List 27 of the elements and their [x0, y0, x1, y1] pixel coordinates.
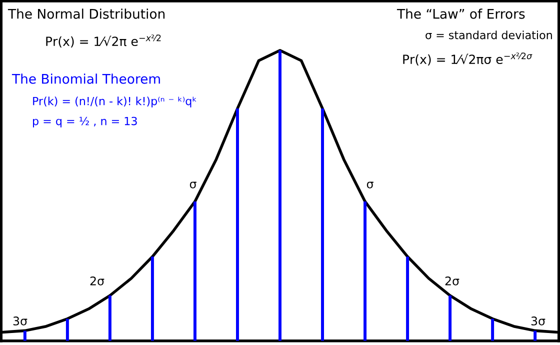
bar [448, 296, 452, 341]
bar [66, 318, 69, 341]
bar [278, 50, 282, 341]
annotation: 3σ [13, 316, 28, 326]
bar [321, 108, 324, 341]
annotation: p = q = ½ , n = 13 [33, 116, 137, 128]
annotation: Pr(k) = (n!/(n - k)! k!)p⁽ⁿ ⁻ ᵏ⁾qᵏ [33, 96, 196, 108]
bar [364, 201, 367, 341]
bar [491, 318, 494, 341]
bar [108, 296, 112, 341]
text: The “Law” of Errors [396, 8, 525, 19]
annotation: σ [366, 182, 374, 188]
annotation: The Binomial Theorem [12, 74, 160, 84]
text: Pr(x) = 1⁄√2π e$^{−x²⁄2}$ [46, 34, 161, 48]
annotation: Pr(x) = 1⁄√2πσ e$^{−x²⁄2σ}$ [403, 52, 532, 66]
bar [406, 256, 410, 341]
bar [150, 256, 154, 341]
text: The Normal Distribution [8, 8, 165, 19]
text: σ = standard deviation [426, 30, 552, 40]
annotation: 2σ [445, 276, 460, 286]
annotation: 2σ [90, 276, 104, 286]
bar [193, 201, 196, 341]
bar [236, 108, 239, 341]
bar [534, 330, 537, 341]
bar [23, 330, 26, 341]
annotation: 3σ [531, 316, 546, 326]
annotation: σ [190, 182, 196, 188]
